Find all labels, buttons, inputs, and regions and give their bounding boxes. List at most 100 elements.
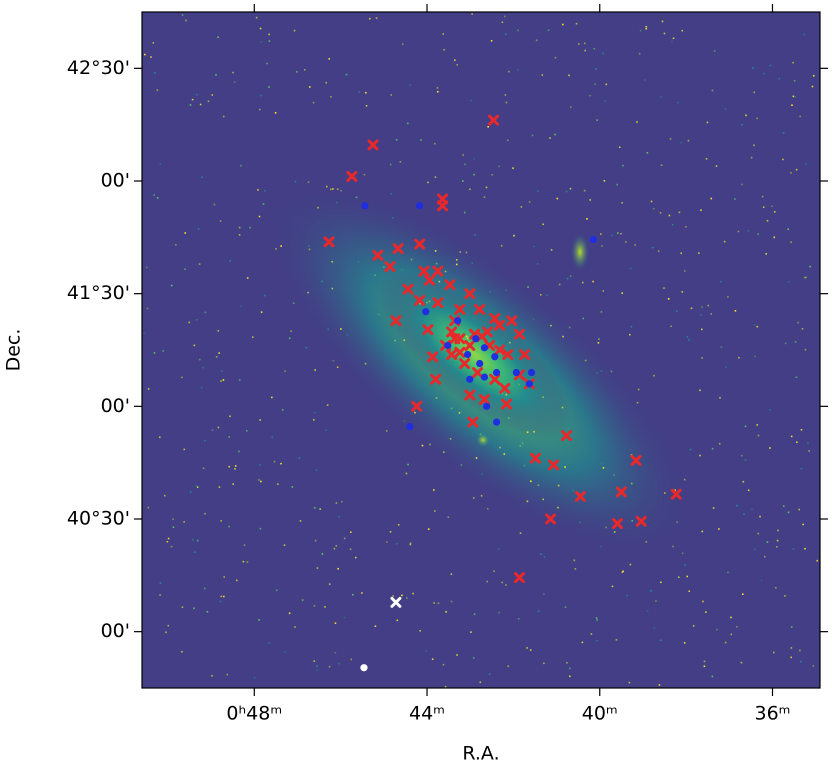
star [471,13,473,15]
star [629,333,631,336]
star [629,563,632,566]
star [747,230,750,232]
star [507,417,510,419]
star [678,211,681,214]
star [431,658,434,660]
star [260,94,263,97]
star [401,268,403,271]
star [689,448,692,451]
star [365,92,367,94]
star [650,200,653,203]
star [737,230,740,233]
y-tick-label: 42°30' [67,57,130,79]
star [573,559,576,562]
star [145,266,148,269]
star [233,81,236,83]
star [268,40,271,42]
star [711,447,714,450]
star [639,29,642,32]
star [358,91,361,93]
star [543,593,545,595]
dot-marker [480,344,489,352]
star [723,240,726,243]
star [414,411,416,414]
star [206,610,209,613]
star [622,570,624,573]
x-marker [615,486,627,498]
star [268,33,270,36]
star [438,280,441,283]
star [442,33,444,35]
star [338,515,341,518]
star [428,300,431,303]
star [638,52,641,55]
star [419,302,421,305]
x-marker [513,572,525,584]
star [762,206,765,208]
star [505,101,508,104]
star [595,617,598,619]
star [144,53,146,56]
star [790,241,792,243]
star [193,344,196,347]
star [760,579,763,582]
x-marker [472,367,484,379]
dot-marker [360,664,368,672]
dot-marker [512,368,521,377]
star [653,374,655,377]
star [766,219,769,222]
star [753,144,755,147]
star [711,89,714,92]
star [592,280,594,283]
star [326,185,328,188]
star [218,352,220,354]
star [730,616,732,619]
star [661,20,664,23]
x-marker [481,326,493,338]
star [547,435,550,437]
x-marker [635,515,647,527]
star [589,199,591,201]
dot-marker [476,359,484,368]
star [586,218,588,220]
star [450,407,453,410]
star [229,415,231,418]
star [188,321,191,324]
star [503,453,506,455]
star [604,100,607,102]
star [645,27,648,30]
star [258,108,261,111]
star [403,339,406,342]
star [329,188,332,191]
star [401,594,403,597]
star [435,262,438,265]
star [659,639,662,642]
star [498,611,500,614]
star [346,334,349,336]
star [690,307,693,310]
star [260,40,262,43]
star [798,508,800,511]
plot-frame [141,11,821,689]
star [204,512,206,515]
star [159,582,162,584]
star [255,16,258,19]
star [407,122,409,125]
x-marker [478,394,490,406]
star [185,19,187,22]
star [684,564,686,567]
star [193,607,195,610]
star [701,530,704,533]
star [529,649,532,651]
star [706,121,709,124]
star [327,328,330,331]
x-marker [464,339,476,351]
star [393,328,395,331]
star [181,14,184,16]
star [361,592,363,594]
star [650,589,652,592]
x-marker [630,454,642,466]
star [290,330,292,333]
star [156,89,159,91]
star [434,142,436,145]
